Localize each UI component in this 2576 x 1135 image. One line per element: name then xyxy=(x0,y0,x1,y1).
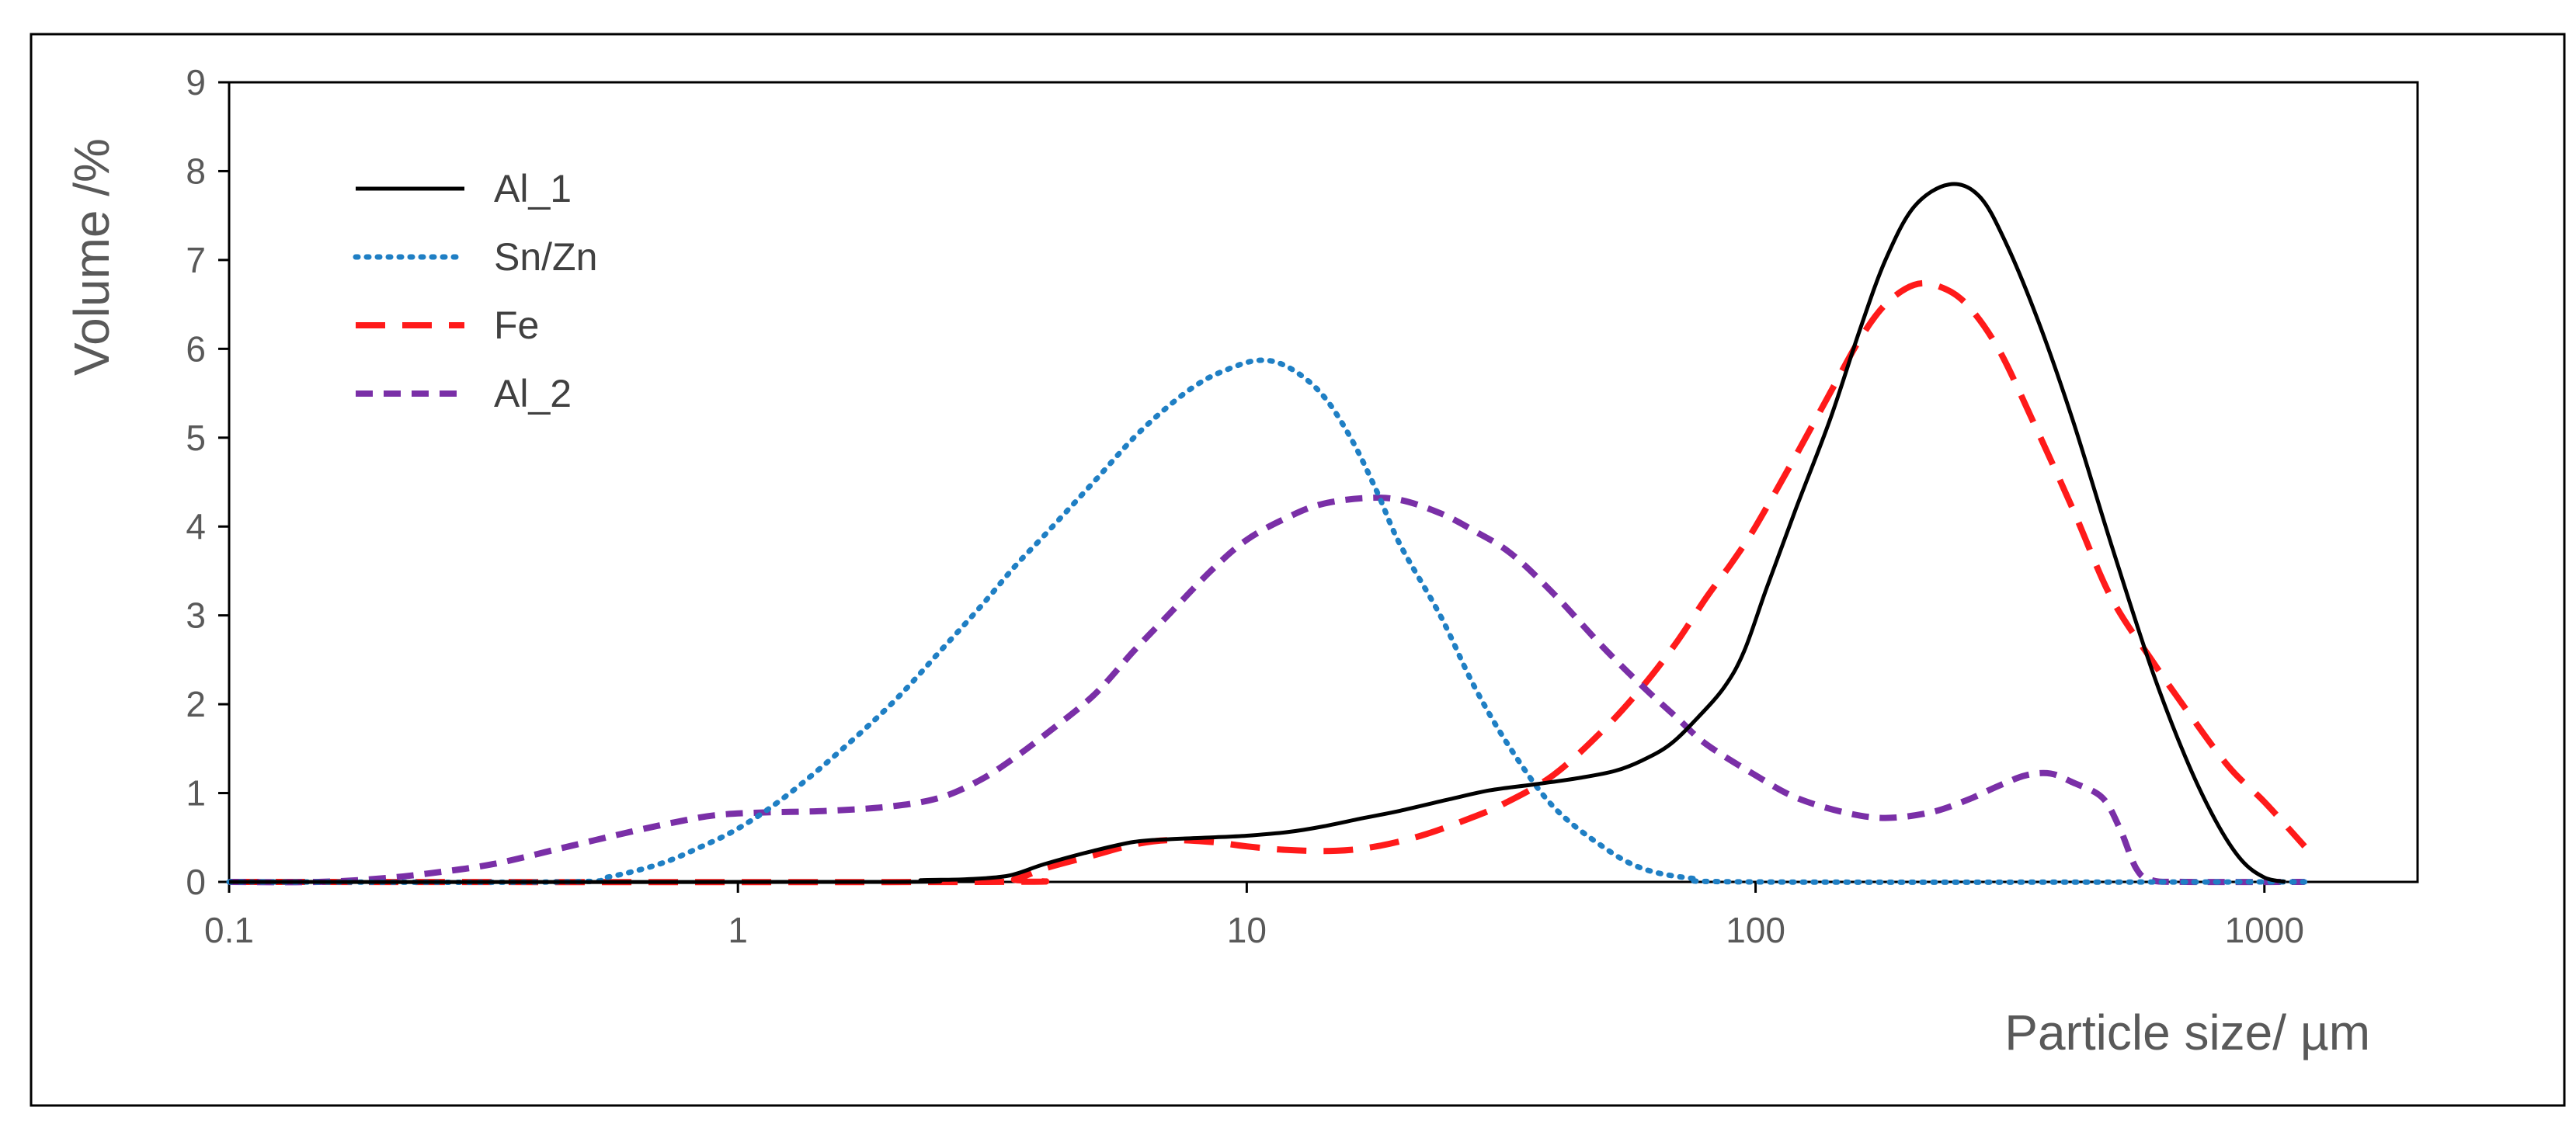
y-tick-label: 0 xyxy=(186,862,206,902)
legend-label: Fe xyxy=(494,304,539,347)
y-tick-label: 8 xyxy=(186,151,206,191)
y-tick-label: 5 xyxy=(186,418,206,458)
x-tick-label: 100 xyxy=(1726,910,1785,950)
x-tick-label: 0.1 xyxy=(204,910,254,950)
y-tick-label: 4 xyxy=(186,506,206,547)
y-axis-title: Volume /% xyxy=(64,138,120,376)
x-tick-label: 10 xyxy=(1227,910,1267,950)
y-tick-label: 1 xyxy=(186,773,206,814)
y-tick-label: 3 xyxy=(186,595,206,636)
legend-label: Al_2 xyxy=(494,372,572,415)
x-axis-ticks: 0.1 1 10 100 1000 xyxy=(204,882,2304,950)
y-axis-ticks: 0 1 2 3 4 5 6 7 8 9 xyxy=(186,62,229,902)
y-tick-label: 7 xyxy=(186,240,206,280)
legend-label: Sn/Zn xyxy=(494,235,597,279)
series-line-al-2 xyxy=(228,495,2305,886)
y-tick-label: 9 xyxy=(186,62,206,102)
y-tick-label: 6 xyxy=(186,328,206,369)
plot-area xyxy=(228,81,2419,883)
series-line-fe xyxy=(228,279,2307,886)
legend: Al_1 Sn/Zn Fe Al_2 xyxy=(353,167,597,415)
legend-label: Al_1 xyxy=(494,167,572,210)
series-line-al-1 xyxy=(228,182,2286,884)
series-lines xyxy=(226,182,2308,886)
x-tick-label: 1000 xyxy=(2225,910,2304,950)
series-line-sn-zn xyxy=(226,357,2308,885)
x-axis-title: Particle size/ µm xyxy=(2004,1005,2370,1060)
y-tick-label: 2 xyxy=(186,684,206,724)
x-tick-label: 1 xyxy=(728,910,748,950)
figure-border xyxy=(30,33,2566,1107)
